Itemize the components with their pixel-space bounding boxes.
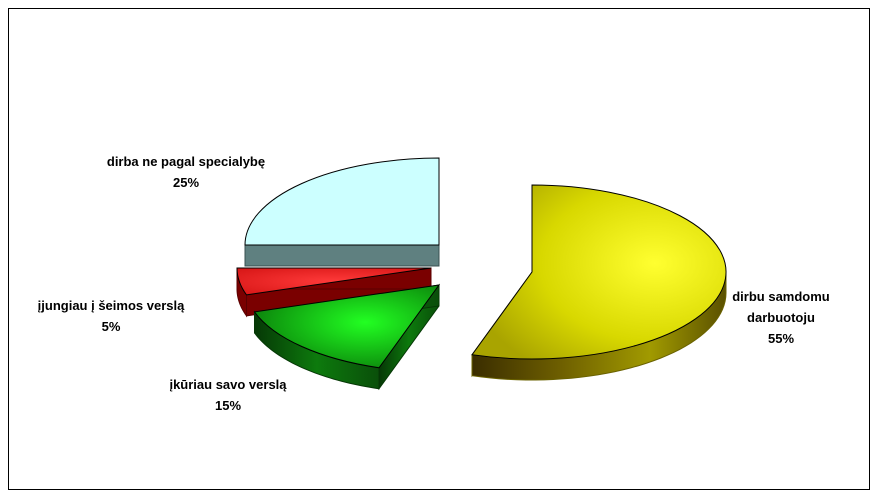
chart-area: dirbu samdomu darbuotoju 55% įkūriau savo v… [8, 8, 870, 490]
slice-percent-label: 25% [173, 175, 199, 190]
pie-slice-3 [236, 267, 432, 318]
slice-name-label: dirbu samdomu [732, 289, 830, 304]
slice-percent-label: 5% [102, 319, 121, 334]
slice-percent-label: 55% [768, 331, 794, 346]
slice-name-label: dirba ne pagal specialybę [107, 154, 265, 169]
pie-slice-top [244, 157, 440, 246]
slice-label-group: dirbu samdomu darbuotoju 55% [732, 289, 830, 346]
pie-slice-top [471, 184, 727, 360]
pie-slice-top [236, 267, 432, 296]
slice-name-label: įjungiau į šeimos verslą [38, 298, 185, 313]
slice-label-group: įjungiau į šeimos verslą 5% [38, 298, 185, 334]
slice-name-label: įkūriau savo verslą [169, 377, 287, 392]
pie-slice-1 [471, 184, 727, 381]
slice-label-group: įkūriau savo verslą 15% [169, 377, 287, 413]
pie-chart: dirbu samdomu darbuotoju 55% įkūriau savo v… [38, 154, 830, 413]
slice-label-group: dirba ne pagal specialybę 25% [107, 154, 265, 190]
slice-percent-label: 15% [215, 398, 241, 413]
pie-slice-top [253, 284, 441, 369]
pie-slice-4 [244, 157, 440, 267]
pie-slice-2 [253, 283, 441, 391]
slice-name-label: darbuotoju [747, 310, 815, 325]
pie-slice-side-wall [244, 244, 440, 267]
